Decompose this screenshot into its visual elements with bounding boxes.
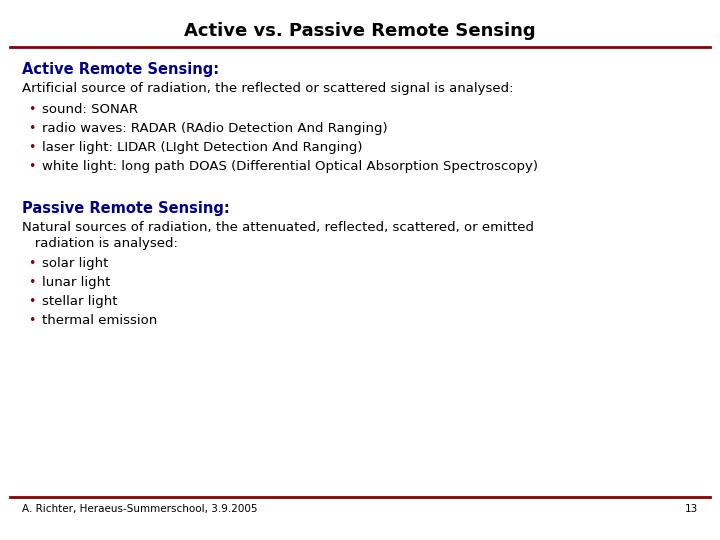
Text: 13: 13 — [685, 504, 698, 514]
Text: •: • — [28, 141, 35, 154]
Text: laser light: LIDAR (LIght Detection And Ranging): laser light: LIDAR (LIght Detection And … — [42, 141, 362, 154]
Text: A. Richter, Heraeus-Summerschool, 3.9.2005: A. Richter, Heraeus-Summerschool, 3.9.20… — [22, 504, 258, 514]
Text: Active vs. Passive Remote Sensing: Active vs. Passive Remote Sensing — [184, 22, 536, 40]
Text: •: • — [28, 276, 35, 289]
Text: Active Remote Sensing:: Active Remote Sensing: — [22, 62, 219, 77]
Text: radio waves: RADAR (RAdio Detection And Ranging): radio waves: RADAR (RAdio Detection And … — [42, 122, 387, 135]
Text: Natural sources of radiation, the attenuated, reflected, scattered, or emitted: Natural sources of radiation, the attenu… — [22, 221, 534, 234]
Text: •: • — [28, 103, 35, 116]
Text: •: • — [28, 160, 35, 173]
Text: sound: SONAR: sound: SONAR — [42, 103, 138, 116]
Text: lunar light: lunar light — [42, 276, 110, 289]
Text: solar light: solar light — [42, 257, 109, 270]
Text: radiation is analysed:: radiation is analysed: — [22, 237, 178, 250]
Text: •: • — [28, 314, 35, 327]
Text: •: • — [28, 295, 35, 308]
Text: Passive Remote Sensing:: Passive Remote Sensing: — [22, 201, 230, 216]
Text: white light: long path DOAS (Differential Optical Absorption Spectroscopy): white light: long path DOAS (Differentia… — [42, 160, 538, 173]
Text: stellar light: stellar light — [42, 295, 117, 308]
Text: Artificial source of radiation, the reflected or scattered signal is analysed:: Artificial source of radiation, the refl… — [22, 82, 513, 95]
Text: •: • — [28, 122, 35, 135]
Text: thermal emission: thermal emission — [42, 314, 157, 327]
Text: •: • — [28, 257, 35, 270]
